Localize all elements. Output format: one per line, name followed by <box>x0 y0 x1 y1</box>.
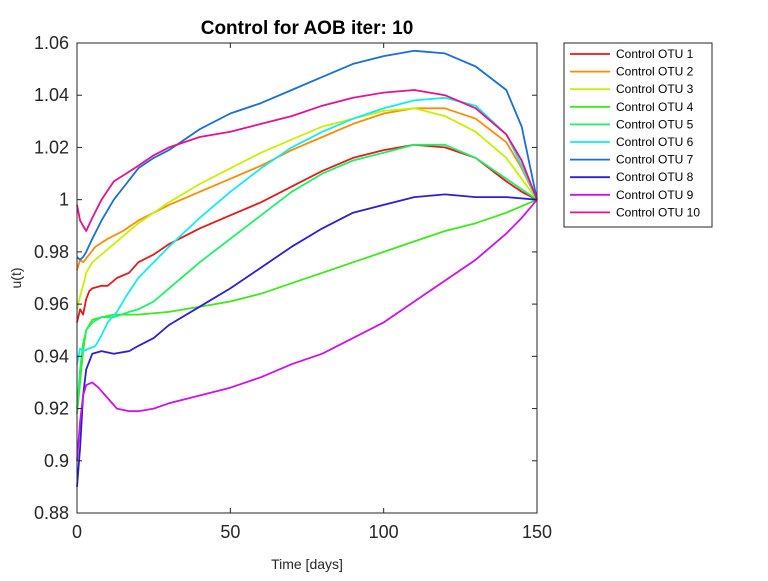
series-line-otu-9 <box>76 199 538 461</box>
legend-label: Control OTU 8 <box>616 170 694 184</box>
y-tick-label: 0.98 <box>34 242 69 262</box>
ticks: 0 50 100 150 0.88 0.9 0.92 0.94 0.96 0.98 1 1.02 1.0… <box>34 33 552 542</box>
axes-box <box>76 42 538 514</box>
legend-box <box>563 42 713 228</box>
x-tick-label: 0 <box>72 522 82 542</box>
legend-label: Control OTU 1 <box>616 47 694 61</box>
series-line-otu-1 <box>76 143 538 323</box>
series-line-otu-3 <box>76 107 538 310</box>
legend-label: Control OTU 5 <box>616 117 694 131</box>
legend-label: Control OTU 9 <box>616 188 694 202</box>
x-tick-label: 100 <box>369 522 399 542</box>
series-line-otu-8 <box>76 193 538 487</box>
legend-label: Control OTU 4 <box>616 100 694 114</box>
series-line-otu-10 <box>76 89 538 232</box>
legend-label: Control OTU 3 <box>616 82 694 96</box>
series-line-otu-2 <box>76 107 538 271</box>
series-line-otu-5 <box>76 143 538 409</box>
y-tick-label: 0.96 <box>34 294 69 314</box>
chart-title: Control for AOB iter: 10 <box>201 18 414 39</box>
legend-label: Control OTU 6 <box>616 135 694 149</box>
y-tick-label: 1.04 <box>34 85 69 105</box>
x-tick-label: 150 <box>522 522 552 542</box>
y-tick-label: 0.94 <box>34 346 69 366</box>
legend: Control OTU 1 Control OTU 2 Control OTU 3 C… <box>563 42 713 228</box>
y-tick-label: 1 <box>59 190 69 210</box>
series-line-otu-7 <box>76 49 538 261</box>
legend-label: Control OTU 2 <box>616 65 694 79</box>
series-lines <box>76 49 538 487</box>
y-tick-label: 0.92 <box>34 399 69 419</box>
series-line-otu-6 <box>76 96 538 365</box>
y-axis-label: u(t) <box>8 268 24 289</box>
y-tick-label: 0.88 <box>34 503 69 523</box>
legend-label: Control OTU 7 <box>616 153 694 167</box>
legend-label: Control OTU 10 <box>616 205 700 219</box>
y-tick-label: 0.9 <box>44 451 69 471</box>
x-axis-label: Time [days] <box>271 556 343 572</box>
y-tick-label: 1.02 <box>34 137 69 157</box>
y-tick-label: 1.06 <box>34 33 69 53</box>
x-tick-label: 50 <box>220 522 240 542</box>
